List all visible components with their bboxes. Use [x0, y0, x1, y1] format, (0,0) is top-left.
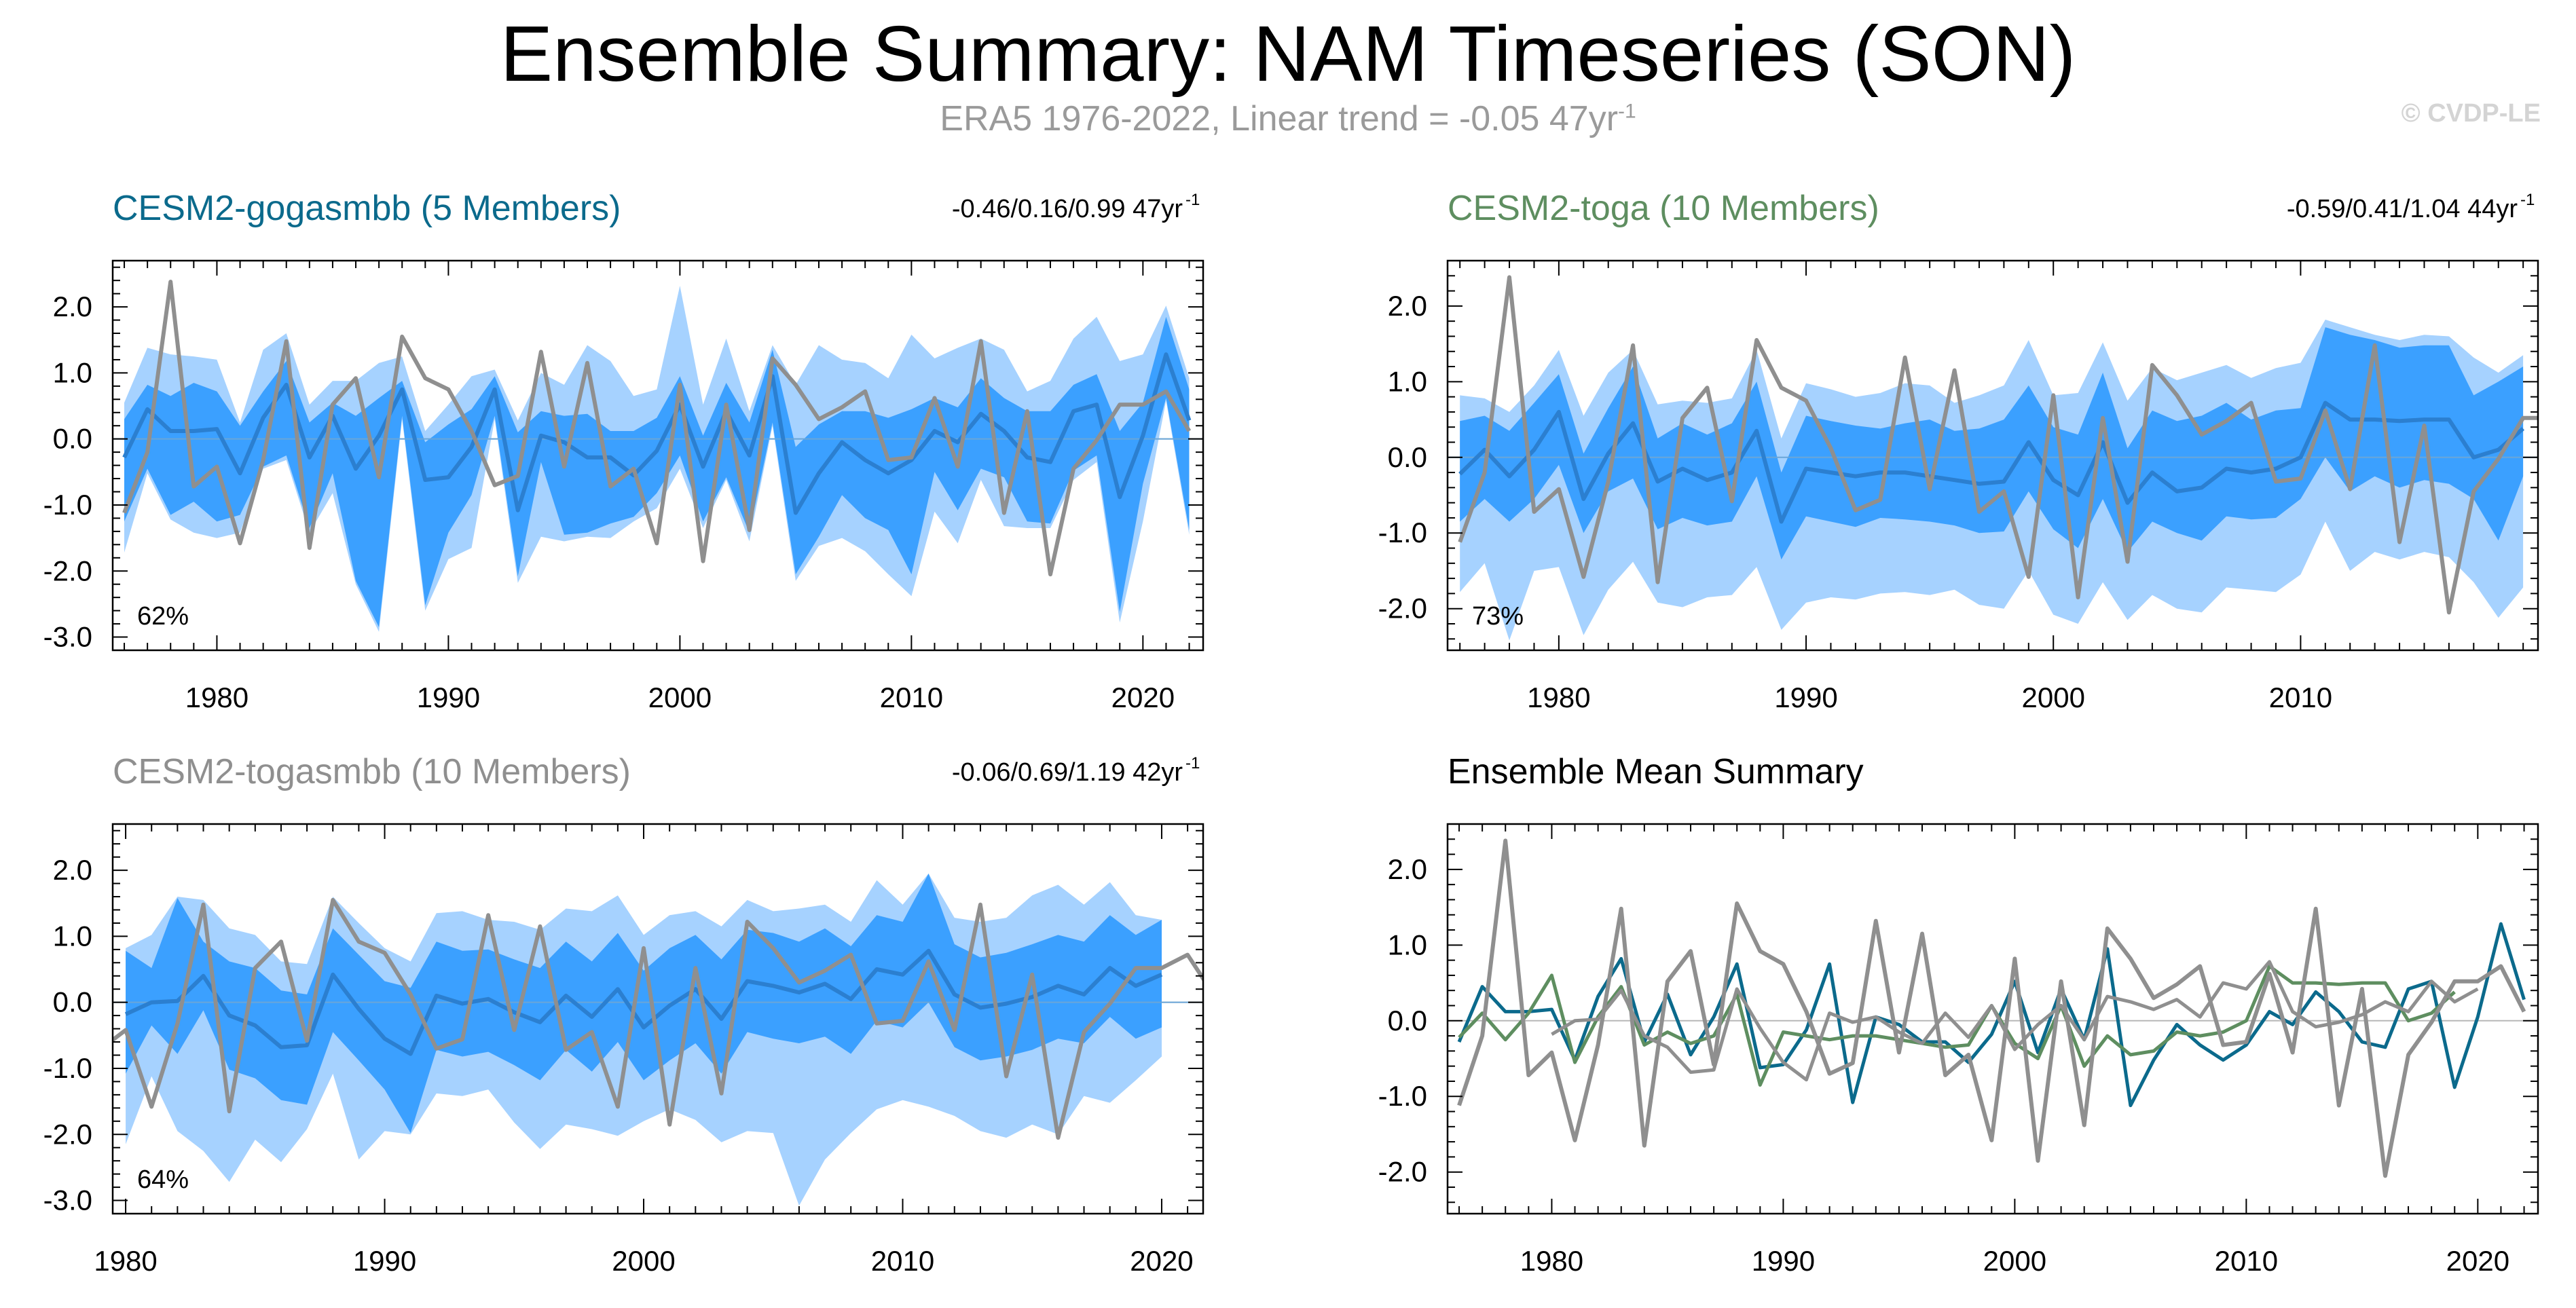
x-tick-label: 1990 — [1774, 681, 1837, 713]
panel-frame — [1446, 259, 2539, 652]
x-tick-label: 1980 — [1527, 681, 1590, 713]
panel-title: CESM2-gogasmbb (5 Members) — [113, 189, 621, 228]
y-tick-label: 2.0 — [1388, 853, 1427, 885]
percent-label: 62% — [137, 602, 189, 631]
panel-frame — [1446, 823, 2539, 1215]
x-tick-label: 2020 — [2446, 1245, 2509, 1277]
y-tick-label: 2.0 — [53, 291, 92, 322]
x-tick-label: 2000 — [1983, 1245, 2046, 1277]
series-line-togasmbb — [1551, 960, 2479, 1082]
trend-stats-exponent: -1 — [2520, 191, 2535, 209]
observed-line — [1457, 838, 2526, 1178]
figure-subtitle: ERA5 1976-2022, Linear trend = -0.05 47y… — [0, 98, 2576, 139]
subtitle-exponent: -1 — [1618, 100, 1636, 123]
panel-gogasmbb: 1980 1990 2000 2010 2020 2.0 1.0 0.0 -1.0 -2.0 -3.… — [43, 189, 1204, 713]
subtitle-text: ERA5 1976-2022, Linear trend = -0.05 47y… — [940, 99, 1619, 138]
plot-area — [1448, 838, 2538, 1178]
x-tick-label: 2020 — [1130, 1245, 1193, 1277]
panel-frame — [111, 259, 1204, 652]
x-tick-label: 2010 — [871, 1245, 934, 1277]
x-tick-label: 1990 — [1752, 1245, 1815, 1277]
inner-spread-band — [1460, 327, 2524, 560]
x-tick-label: 2000 — [612, 1245, 675, 1277]
y-tick-label: 0.0 — [53, 423, 92, 455]
panel-frame — [111, 823, 1204, 1215]
inner-spread-band — [124, 316, 1190, 627]
x-tick-label: 2010 — [2269, 681, 2332, 713]
trend-stats: -0.59/0.41/1.04 44yr — [2287, 195, 2518, 223]
x-tick-label: 2000 — [648, 681, 712, 713]
figure-title: Ensemble Summary: NAM Timeseries (SON) — [500, 10, 2076, 98]
x-tick-label: 2020 — [1111, 681, 1175, 713]
plot-area — [113, 280, 1203, 632]
observed-line — [1458, 275, 2538, 615]
y-tick-label: -2.0 — [43, 1118, 92, 1150]
y-tick-label: 0.0 — [1388, 1005, 1427, 1036]
x-tick-label: 1990 — [417, 681, 480, 713]
y-tick-label: -1.0 — [1378, 517, 1427, 548]
ensemble-mean-line — [122, 352, 1192, 515]
trend-stats: -0.06/0.69/1.19 42yr — [952, 758, 1183, 787]
y-tick-label: -2.0 — [1378, 1156, 1427, 1188]
y-tick-label: 1.0 — [1388, 929, 1427, 960]
trend-stats-exponent: -1 — [1185, 191, 1200, 209]
trend-stats: -0.46/0.16/0.99 47yr — [952, 195, 1183, 223]
ensemble-mean-line — [1458, 400, 2525, 524]
observed-line — [122, 280, 1192, 577]
y-tick-label: 2.0 — [53, 854, 92, 886]
y-tick-label: -3.0 — [43, 621, 92, 653]
inner-spread-band — [126, 874, 1162, 1134]
x-tick-label: 1990 — [353, 1245, 416, 1277]
panel-toga: 1980 1990 2000 2010 2.0 1.0 0.0 -1.0 -2.0 CESM2-t… — [1378, 189, 2539, 713]
plot-area — [113, 874, 1203, 1206]
panel-summary: 1980 1990 2000 2010 2020 2.0 1.0 0.0 -1.0 -2.0 Ens… — [1378, 752, 2539, 1277]
y-tick-label: -3.0 — [43, 1184, 92, 1216]
trend-stats-exponent: -1 — [1185, 754, 1200, 772]
panel-togasmbb: 1980 1990 2000 2010 2020 2.0 1.0 0.0 -1.0 -2.0 -3.… — [43, 752, 1204, 1277]
x-tick-label: 2010 — [2215, 1245, 2278, 1277]
panel-title: Ensemble Mean Summary — [1448, 752, 1864, 791]
x-tick-label: 2010 — [880, 681, 943, 713]
x-tick-label: 1980 — [94, 1245, 157, 1277]
y-tick-label: 0.0 — [53, 986, 92, 1018]
y-tick-label: -2.0 — [43, 555, 92, 586]
y-tick-label: 1.0 — [53, 356, 92, 388]
plot-area — [1448, 275, 2538, 641]
cvdp-credit: © CVDP-LE — [2401, 99, 2541, 128]
y-tick-label: 1.0 — [53, 920, 92, 952]
percent-label: 73% — [1472, 602, 1524, 631]
series-line-gogasmbb — [1457, 922, 2526, 1108]
y-tick-label: 2.0 — [1388, 290, 1427, 322]
y-tick-label: -1.0 — [1378, 1080, 1427, 1112]
observed-line — [113, 897, 1203, 1140]
x-tick-label: 1980 — [1520, 1245, 1583, 1277]
x-tick-label: 2000 — [2022, 681, 2085, 713]
ensemble-mean-line — [124, 948, 1163, 1056]
y-tick-label: -2.0 — [1378, 593, 1427, 624]
panel-title: CESM2-togasmbb (10 Members) — [113, 752, 631, 791]
x-tick-label: 1980 — [185, 681, 249, 713]
panel-title: CESM2-toga (10 Members) — [1448, 189, 1879, 228]
y-tick-label: 0.0 — [1388, 441, 1427, 473]
percent-label: 64% — [137, 1165, 189, 1194]
y-tick-label: 1.0 — [1388, 365, 1427, 397]
y-tick-label: -1.0 — [43, 1052, 92, 1084]
y-tick-label: -1.0 — [43, 489, 92, 521]
